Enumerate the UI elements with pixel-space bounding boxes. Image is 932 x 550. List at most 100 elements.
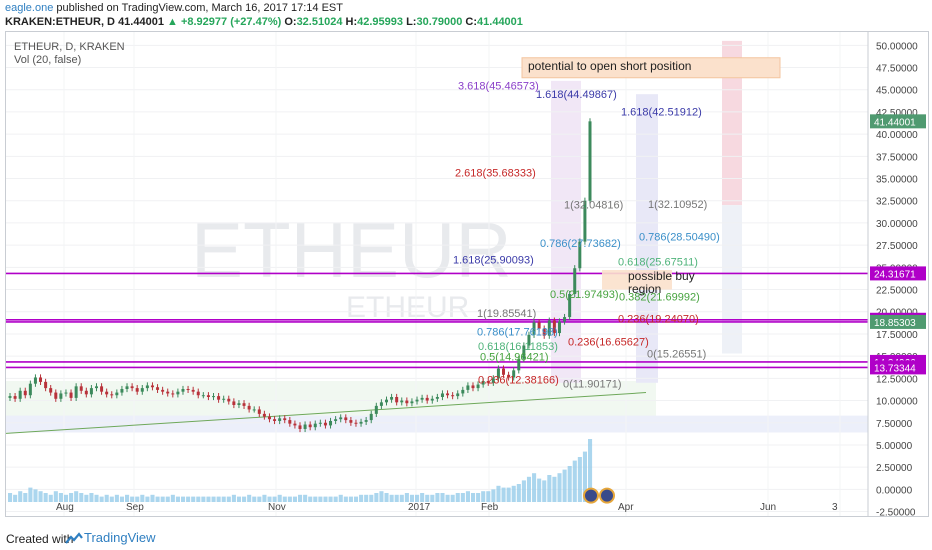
fib-level-label: 1(32.04816) (564, 200, 623, 212)
change-value: ▲ +8.92977 (+27.47%) (167, 16, 282, 28)
candle-body (130, 386, 134, 389)
candle-body (354, 422, 358, 424)
candle-body (125, 386, 129, 390)
event-marker-icon[interactable] (583, 487, 599, 504)
symbol-label: KRAKEN:ETHEUR, D (5, 16, 115, 28)
volume-bar (343, 496, 348, 502)
watermark-small: ETHEUR (346, 291, 469, 324)
volume-bar (313, 496, 318, 502)
volume-bar (353, 496, 359, 502)
fib-level-label: 1(19.85541) (477, 308, 536, 320)
candle-body (507, 374, 511, 378)
candle-body (446, 393, 450, 396)
volume-bar (369, 494, 374, 502)
price-badge (870, 266, 926, 281)
fib-level-label: 0.236(19.24070) (618, 313, 699, 325)
volume-bar (425, 494, 430, 502)
volume-bar (409, 494, 415, 502)
last-price: 41.44001 (118, 16, 164, 28)
candle-body (201, 395, 205, 397)
fib-level-label: 0.786(28.50490) (639, 231, 720, 243)
fib-zone-2 (636, 94, 658, 383)
volume-bar (384, 493, 389, 502)
author-link[interactable]: eagle.one (5, 2, 54, 14)
tradingview-logo-icon (65, 532, 83, 544)
trend-line (5, 392, 647, 434)
price-badge (870, 314, 926, 329)
volume-bar (338, 494, 343, 502)
candle-body (74, 386, 78, 398)
candle-body (583, 200, 587, 242)
candle-body (471, 385, 475, 389)
candle-body (222, 398, 226, 400)
fib-level-label: 0.618(25.67511) (618, 256, 698, 268)
candle-body (232, 401, 236, 405)
candle-body (252, 409, 256, 411)
fib-level-label: 3.618(45.46573) (458, 81, 539, 93)
candle-body (527, 334, 531, 346)
candle-body (532, 322, 536, 335)
x-tick-label: 2017 (408, 502, 431, 513)
volume-bar (577, 457, 582, 502)
volume-bar (491, 489, 496, 502)
created-with-text: Created with (6, 532, 74, 546)
candle-body (100, 386, 104, 392)
price-chart[interactable]: ETHEUR ETHEUR 3.618(45.46573)1.618(44.49… (5, 32, 928, 519)
candle-body (318, 422, 322, 424)
fib-level-label: 1(32.10952) (648, 199, 707, 211)
candle-body (563, 317, 567, 322)
candle-body (420, 397, 424, 400)
volume-bar (43, 493, 48, 502)
candle-body (339, 417, 343, 420)
volume-bar (89, 493, 94, 502)
volume-bar (236, 496, 242, 502)
candle-body (435, 396, 439, 399)
candle-body (395, 396, 399, 403)
y-tick-label: 17.50000 (876, 330, 918, 341)
high-label: H: (345, 16, 358, 28)
x-tick-label: Feb (481, 502, 499, 513)
candle-body (293, 423, 297, 426)
candle-body (466, 385, 470, 390)
candle-body (557, 321, 561, 334)
candle-body (496, 368, 500, 379)
y-tick-label: 35.00000 (876, 175, 918, 186)
volume-bar (440, 493, 445, 502)
ohlc-line: KRAKEN:ETHEUR, D 41.44001 ▲ +8.92977 (+2… (5, 16, 523, 28)
volume-bar (58, 493, 63, 502)
volume-bar (435, 493, 440, 502)
x-tick-label: 3 (832, 502, 838, 513)
candle-body (186, 389, 190, 391)
volume-bar (298, 494, 303, 502)
chart-header: eagle.one published on TradingView.com, … (0, 0, 932, 30)
volume-bar (119, 496, 125, 502)
volume-bar (532, 473, 537, 502)
candle-body (115, 392, 119, 396)
buy-annotation-box (602, 270, 672, 290)
event-marker-icon[interactable] (599, 487, 615, 504)
volume-bar (130, 496, 135, 502)
short-annotation-text: potential to open short position (528, 59, 691, 73)
volume-bar (542, 480, 547, 502)
candle-body (512, 370, 516, 378)
volume-bar (303, 494, 308, 502)
y-tick-label: -2.50000 (876, 508, 916, 516)
candle-body (242, 403, 246, 406)
volume-bar (23, 493, 28, 502)
chart-frame[interactable]: ETHEUR ETHEUR 3.618(45.46573) 1.618(44.49… (5, 31, 929, 519)
y-tick-label: 10.00000 (876, 397, 918, 408)
volume-bar (99, 496, 104, 502)
candle-body (69, 392, 73, 398)
candle-body (502, 368, 506, 375)
publish-info: eagle.one published on TradingView.com, … (5, 2, 343, 14)
candle-body (344, 417, 348, 421)
candle-body (542, 328, 546, 336)
tradingview-brand[interactable]: TradingView (84, 530, 156, 545)
volume-bar (588, 439, 593, 502)
candle-body (364, 420, 368, 422)
volume-bar (48, 494, 53, 502)
volume-bar (74, 491, 79, 502)
volume-bar (582, 451, 587, 502)
volume-bar (277, 494, 282, 502)
volume-bar (252, 496, 257, 502)
